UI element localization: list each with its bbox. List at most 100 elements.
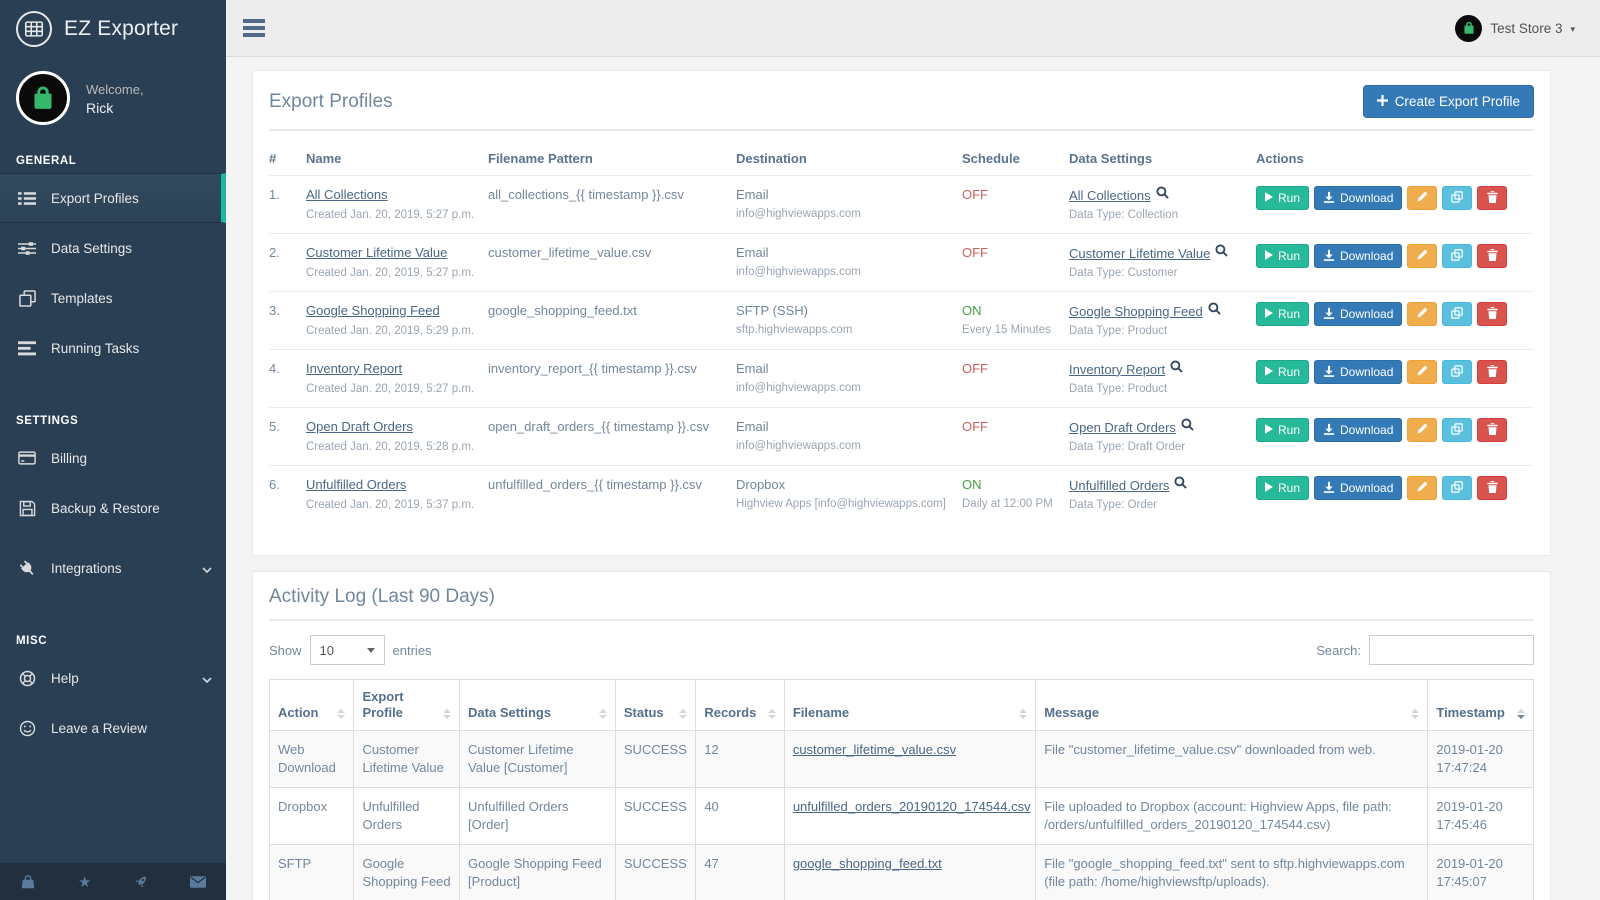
menu-toggle-icon[interactable]: [243, 16, 267, 40]
sidebar-item-templates[interactable]: Templates: [0, 273, 226, 323]
duplicate-button[interactable]: [1442, 302, 1473, 326]
duplicate-button[interactable]: [1442, 244, 1473, 268]
col-data-settings[interactable]: Data Settings: [459, 679, 616, 731]
delete-button[interactable]: [1477, 186, 1508, 210]
sidebar-item-label: Leave a Review: [51, 720, 148, 736]
sidebar-item-backup-restore[interactable]: Backup & Restore: [0, 483, 226, 533]
log-message: File "customer_lifetime_value.csv" downl…: [1035, 730, 1429, 788]
col-message[interactable]: Message: [1035, 679, 1429, 731]
run-button[interactable]: Run: [1256, 186, 1310, 210]
sidebar-item-label: Help: [51, 670, 79, 686]
profile-name-link[interactable]: Unfulfilled Orders: [306, 477, 407, 492]
destination: Email: [736, 361, 769, 376]
profile-name-link[interactable]: Customer Lifetime Value: [306, 245, 448, 260]
data-settings-link[interactable]: Unfulfilled Orders: [1069, 477, 1170, 493]
destination-detail: info@highviewapps.com: [736, 382, 861, 394]
download-button[interactable]: Download: [1314, 476, 1403, 500]
sidebar-item-data-settings[interactable]: Data Settings: [0, 223, 226, 273]
profile-created: Created Jan. 20, 2019, 5:28 p.m.: [306, 441, 475, 453]
download-button[interactable]: Download: [1314, 186, 1403, 210]
col-timestamp[interactable]: Timestamp: [1427, 679, 1534, 731]
duplicate-button[interactable]: [1442, 186, 1473, 210]
play-icon: [1265, 365, 1273, 379]
data-settings-link[interactable]: Open Draft Orders: [1069, 419, 1176, 435]
delete-button[interactable]: [1477, 418, 1508, 442]
log-filename-link[interactable]: unfulfilled_orders_20190120_174544.csv: [792, 799, 1031, 814]
profile-name-link[interactable]: Inventory Report: [306, 361, 403, 376]
col-filename[interactable]: Filename: [783, 679, 1037, 731]
profile-name-link[interactable]: All Collections: [306, 187, 388, 202]
filename-pattern: google_shopping_feed.txt: [488, 303, 637, 318]
run-button[interactable]: Run: [1256, 418, 1310, 442]
log-filename-link[interactable]: google_shopping_feed.txt: [792, 856, 942, 871]
sidebar-item-integrations[interactable]: Integrations: [0, 543, 226, 593]
edit-button[interactable]: [1407, 244, 1438, 268]
edit-button[interactable]: [1407, 360, 1438, 384]
col-records[interactable]: Records: [695, 679, 785, 731]
data-settings-link[interactable]: Google Shopping Feed: [1069, 303, 1203, 319]
log-timestamp: 2019-01-20 17:45:07: [1427, 844, 1534, 900]
delete-button[interactable]: [1477, 302, 1508, 326]
log-records: 40: [695, 787, 785, 845]
trash-icon: [1487, 306, 1498, 322]
create-export-profile-button[interactable]: Create Export Profile: [1362, 85, 1534, 118]
delete-button[interactable]: [1477, 244, 1508, 268]
duplicate-button[interactable]: [1442, 418, 1473, 442]
run-button[interactable]: Run: [1256, 360, 1310, 384]
delete-button[interactable]: [1477, 360, 1508, 384]
sidebar-item-export-profiles[interactable]: Export Profiles: [0, 173, 226, 223]
run-button[interactable]: Run: [1256, 244, 1310, 268]
destination-detail: sftp.highviewapps.com: [736, 324, 853, 336]
sidebar-item-leave-review[interactable]: Leave a Review: [0, 703, 226, 753]
sidebar-item-billing[interactable]: Billing: [0, 433, 226, 483]
search-input[interactable]: [1369, 635, 1534, 665]
data-settings-link[interactable]: All Collections: [1069, 187, 1151, 203]
data-type: Data Type: Product: [1069, 383, 1168, 395]
sidebar-item-running-tasks[interactable]: Running Tasks: [0, 323, 226, 373]
col-export-profile[interactable]: Export Profile: [353, 679, 461, 731]
search-icon: [1208, 302, 1221, 320]
brand[interactable]: EZ Exporter: [0, 0, 226, 57]
edit-button[interactable]: [1407, 186, 1438, 210]
title-divider: [269, 619, 1534, 621]
log-profile: Google Shopping Feed: [353, 844, 461, 900]
copy-icon: [1451, 480, 1464, 496]
duplicate-button[interactable]: [1442, 476, 1473, 500]
download-button[interactable]: Download: [1314, 360, 1403, 384]
download-button[interactable]: Download: [1314, 244, 1403, 268]
rocket-icon[interactable]: [113, 863, 170, 900]
col-status[interactable]: Status: [614, 679, 697, 731]
run-button[interactable]: Run: [1256, 302, 1310, 326]
status-badge: SUCCESS: [614, 730, 697, 788]
run-button[interactable]: Run: [1256, 476, 1310, 500]
profile-name-link[interactable]: Open Draft Orders: [306, 419, 413, 434]
sidebar-item-help[interactable]: Help: [0, 653, 226, 703]
destination-detail: info@highviewapps.com: [736, 266, 861, 278]
log-timestamp: 2019-01-20 17:45:46: [1427, 787, 1534, 845]
edit-button[interactable]: [1407, 418, 1438, 442]
star-icon[interactable]: ★: [78, 873, 92, 891]
download-button[interactable]: Download: [1314, 302, 1403, 326]
trash-icon: [1487, 248, 1498, 264]
col-actions: Actions: [1256, 151, 1304, 166]
edit-button[interactable]: [1407, 476, 1438, 500]
download-icon: [1323, 249, 1335, 264]
duplicate-button[interactable]: [1442, 360, 1473, 384]
edit-button[interactable]: [1407, 302, 1438, 326]
page-size-select[interactable]: 10: [309, 635, 385, 665]
store-menu[interactable]: Test Store 3 ▾: [1455, 14, 1575, 42]
log-filename-link[interactable]: customer_lifetime_value.csv: [792, 742, 957, 757]
col-action[interactable]: Action: [268, 679, 355, 731]
schedule-detail: Daily at 12:00 PM: [962, 498, 1053, 510]
col-destination: Destination: [736, 151, 807, 166]
data-settings-link[interactable]: Inventory Report: [1069, 361, 1166, 377]
activity-log-row: Dropbox Unfulfilled Orders Unfulfilled O…: [268, 787, 1534, 845]
data-settings-link[interactable]: Customer Lifetime Value: [1069, 245, 1211, 261]
bag-icon[interactable]: [0, 863, 57, 900]
envelope-icon[interactable]: [170, 863, 227, 900]
log-data-settings: Unfulfilled Orders [Order]: [459, 787, 616, 845]
download-button[interactable]: Download: [1314, 418, 1403, 442]
pencil-icon: [1417, 481, 1428, 495]
profile-name-link[interactable]: Google Shopping Feed: [306, 303, 440, 318]
delete-button[interactable]: [1477, 476, 1508, 500]
